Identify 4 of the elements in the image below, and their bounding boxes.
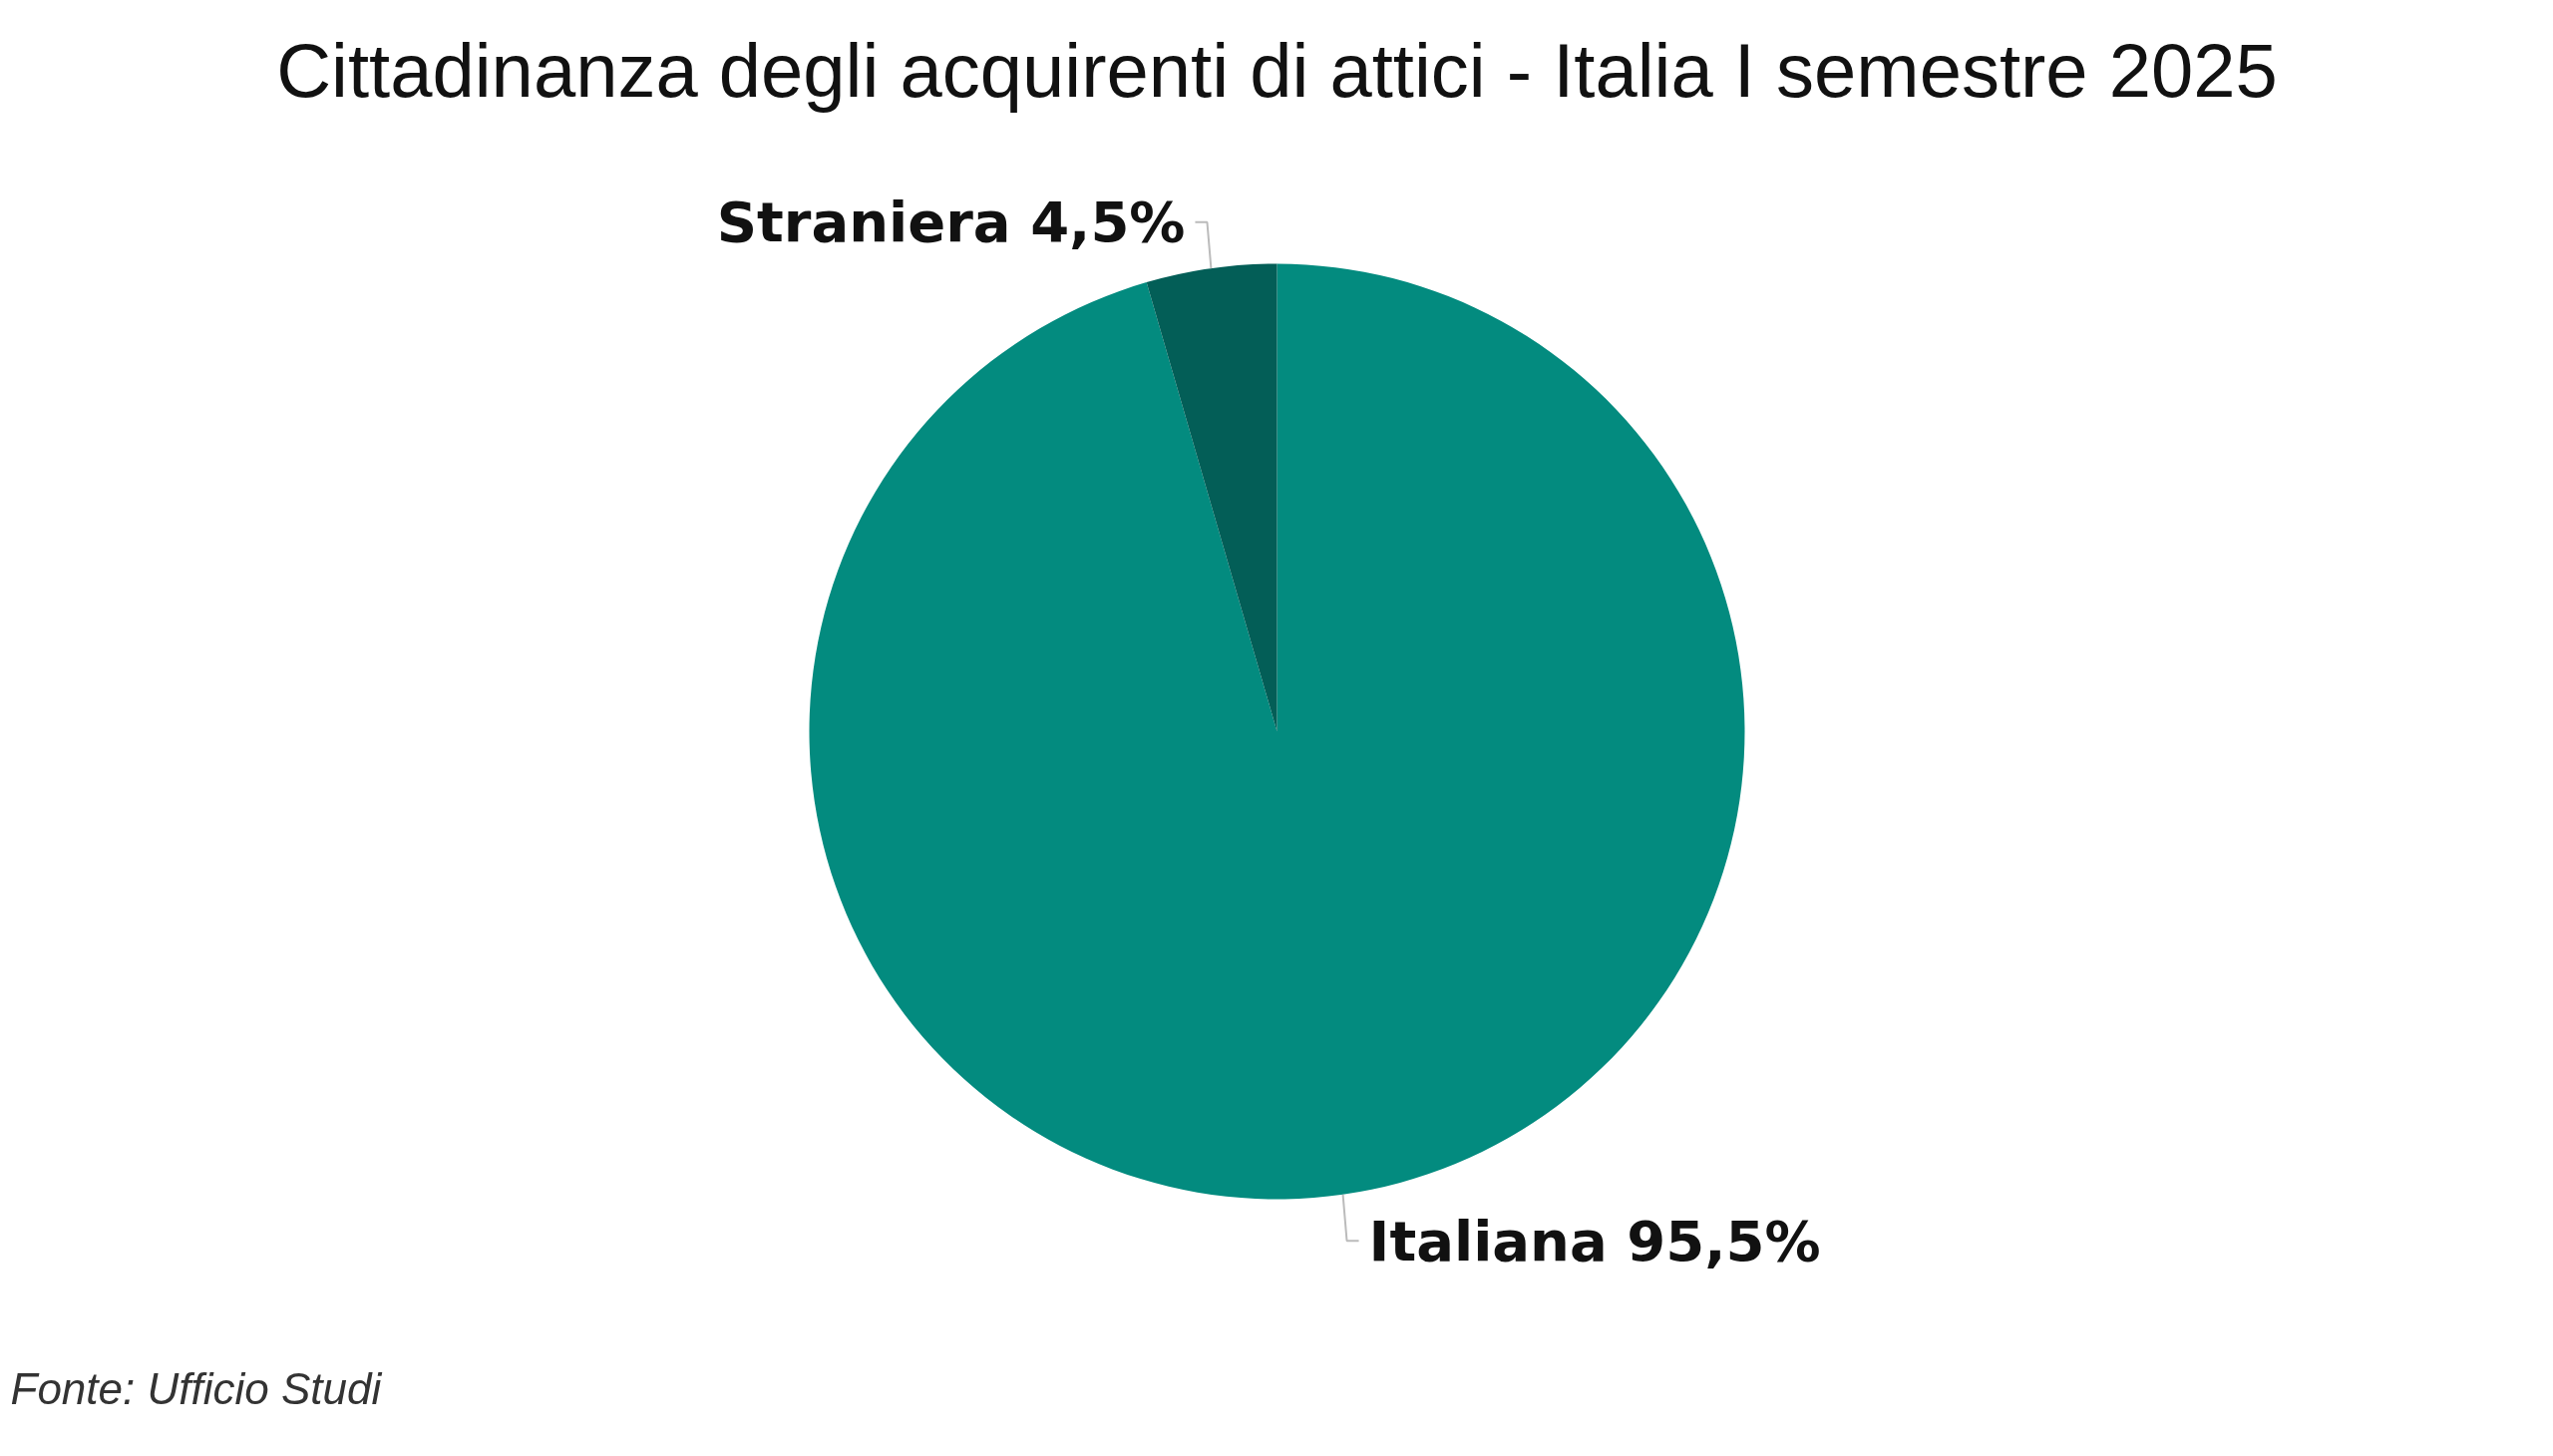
slice-label: Italiana 95,5% bbox=[1368, 1208, 1821, 1274]
chart-title: Cittadinanza degli acquirenti di attici - Italia I semestre 2025 bbox=[276, 28, 2278, 113]
slice-label: Straniera 4,5% bbox=[716, 189, 1186, 255]
source-note: Fonte: Ufficio Studi bbox=[10, 1364, 383, 1413]
